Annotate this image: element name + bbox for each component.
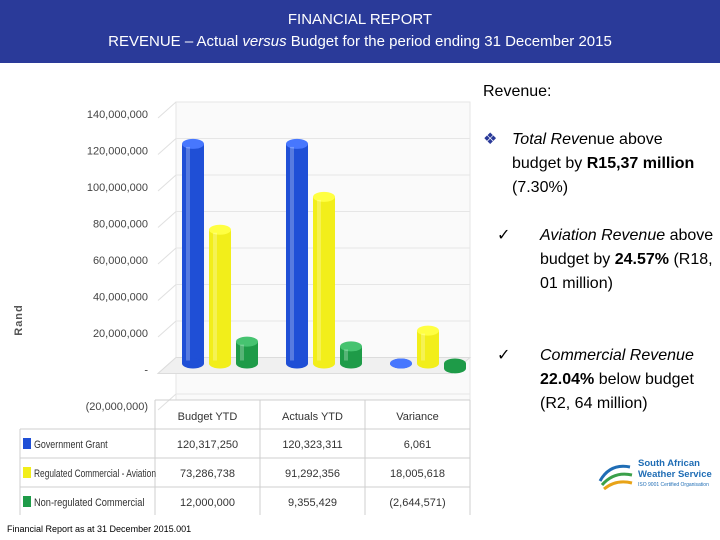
bar-0-0 — [182, 143, 204, 364]
header-banner: FINANCIAL REPORT REVENUE – Actual versus… — [0, 0, 720, 63]
table-col-header: Actuals YTD — [282, 411, 343, 423]
legend-label-0: Government Grant — [34, 439, 108, 451]
legend-swatch-2 — [23, 496, 31, 507]
bar-base-0-1 — [209, 358, 231, 369]
checkmark-icon: ✓ — [497, 347, 511, 364]
table-cell-2-1: 9,355,429 — [288, 497, 337, 509]
gridline-side — [157, 284, 177, 301]
bar-highlight-1-1 — [317, 199, 321, 361]
saws-logo: South African Weather Service ISO 9001 C… — [596, 455, 714, 495]
table-cell-1-0: 73,286,738 — [180, 468, 235, 480]
table-cell-1-1: 91,292,356 — [285, 468, 340, 480]
bar-highlight-1-0 — [290, 146, 294, 361]
bar-base-0-2 — [236, 358, 258, 369]
table-cell-1-2: 18,005,618 — [390, 468, 445, 480]
bullet-commercial-text: Commercial Revenue 22.04% below budget (R… — [540, 347, 694, 412]
report-title: FINANCIAL REPORT — [287, 11, 433, 28]
table-cell-2-2: (2,644,571) — [389, 497, 445, 509]
bar-highlight-1-2 — [344, 349, 348, 361]
bar-base-1-2 — [340, 358, 362, 369]
bar-cap-2-2 — [444, 358, 466, 369]
bar-2-1 — [417, 330, 439, 364]
y-tick-label: 100,000,000 — [87, 182, 148, 194]
y-tick-label: 60,000,000 — [93, 255, 148, 267]
legend-label-2: Non-regulated Commercial — [34, 497, 144, 509]
revenue-chart: (20,000,000) - 20,000,000 40,000,000 60,000,… — [0, 65, 478, 517]
y-tick-label: 20,000,000 — [93, 328, 148, 340]
saws-logo-name: South African Weather Service — [638, 458, 712, 480]
bar-cap-2-0 — [390, 358, 412, 369]
y-tick-label: - — [144, 365, 148, 377]
bar-cap-2-1 — [417, 325, 439, 336]
diamond-bullet-icon: ❖ — [483, 131, 498, 148]
y-tick-label: 120,000,000 — [87, 146, 148, 158]
table-col-header: Variance — [396, 411, 439, 423]
saws-logo-sub: ISO 9001 Certified Organisation — [638, 482, 709, 488]
bar-highlight-0-1 — [213, 232, 217, 361]
y-tick-label: (20,000,000) — [86, 401, 148, 413]
y-tick-label: 140,000,000 — [87, 109, 148, 121]
report-subtitle: REVENUE – Actual versus Budget for the p… — [108, 33, 612, 50]
bar-base-1-0 — [286, 358, 308, 369]
bar-base-0-0 — [182, 358, 204, 369]
gridline-side — [157, 101, 177, 119]
bar-0-2 — [236, 341, 258, 364]
bar-cap-0-1 — [209, 224, 231, 235]
bar-1-0 — [286, 143, 308, 364]
table-col-header: Budget YTD — [178, 411, 238, 423]
bar-cap-0-0 — [182, 138, 204, 149]
bullet-total-text: Total Revenue above budget by R15,37 mil… — [512, 131, 695, 196]
legend-swatch-0 — [23, 438, 31, 449]
table-cell-0-0: 120,317,250 — [177, 439, 238, 451]
legend-swatch-1 — [23, 467, 31, 478]
revenue-heading: Revenue: — [483, 83, 552, 100]
bar-highlight-0-2 — [240, 344, 244, 361]
y-axis-label: Rand — [13, 304, 25, 336]
gridline-side — [157, 211, 177, 228]
gridline-side — [157, 393, 177, 411]
bar-base-1-1 — [313, 358, 335, 369]
checkmark-icon: ✓ — [497, 227, 511, 244]
table-cell-2-0: 12,000,000 — [180, 497, 235, 509]
bar-highlight-0-0 — [186, 146, 190, 361]
revenue-chart-svg: (20,000,000) - 20,000,000 40,000,000 60,000,… — [13, 101, 472, 517]
gridline-side — [157, 174, 177, 192]
bar-highlight-2-1 — [421, 333, 425, 361]
bar-cap-1-0 — [286, 138, 308, 149]
bar-cap-1-2 — [340, 341, 362, 352]
bar-cap-0-2 — [236, 336, 258, 347]
legend-label-1: Regulated Commercial - Aviation — [34, 468, 156, 480]
bar-0-1 — [209, 229, 231, 364]
y-tick-label: 80,000,000 — [93, 219, 148, 231]
gridline-side — [157, 247, 177, 265]
gridline-side — [157, 320, 177, 338]
saws-logo-icon — [598, 464, 633, 491]
bullet-aviation-text: Aviation Revenue above budget by 24.57% … — [540, 227, 714, 292]
table-cell-0-2: 6,061 — [404, 439, 432, 451]
bar-base-2-1 — [417, 358, 439, 369]
y-tick-label: 40,000,000 — [93, 292, 148, 304]
gridline-side — [157, 138, 177, 155]
table-cell-0-1: 120,323,311 — [282, 439, 342, 451]
bar-1-1 — [313, 196, 335, 364]
bar-cap-1-1 — [313, 191, 335, 202]
footer-note: Financial Report as at 31 December 2015.… — [7, 524, 192, 534]
